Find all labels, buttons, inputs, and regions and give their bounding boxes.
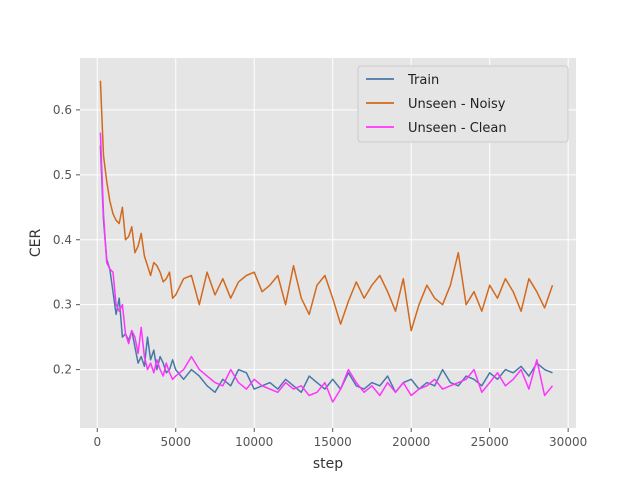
x-tick-label: 0 [93,435,101,449]
x-tick-label: 5000 [160,435,191,449]
series-layer [99,80,554,403]
x-axis-label: step [313,456,343,472]
x-tick-label: 20000 [392,435,430,449]
y-ticks: 0.2 0.3 0.4 0.5 0.6 [53,103,80,377]
legend-label-train: Train [407,73,439,88]
legend: Train Unseen - Noisy Unseen - Clean [357,65,569,143]
series-line-unseen-clean [99,132,554,403]
y-tick-label: 0.2 [53,363,72,377]
legend-label-unseen-clean: Unseen - Clean [408,121,507,136]
x-tick-label: 10000 [235,435,273,449]
y-tick-label: 0.6 [53,103,72,117]
y-axis-label: CER [28,229,44,258]
grid [80,58,576,428]
legend-label-unseen-noisy: Unseen - Noisy [408,97,506,112]
x-tick-label: 30000 [549,435,587,449]
y-tick-label: 0.5 [53,168,72,182]
x-tick-label: 25000 [471,435,509,449]
y-tick-label: 0.3 [53,298,72,312]
x-tick-label: 15000 [314,435,352,449]
legend-box [357,65,569,143]
series-line-unseen-noisy [99,80,554,332]
x-ticks: 0 5000 10000 15000 20000 25000 30000 [93,428,587,449]
y-tick-label: 0.4 [53,233,72,247]
series-line-train [99,145,553,394]
